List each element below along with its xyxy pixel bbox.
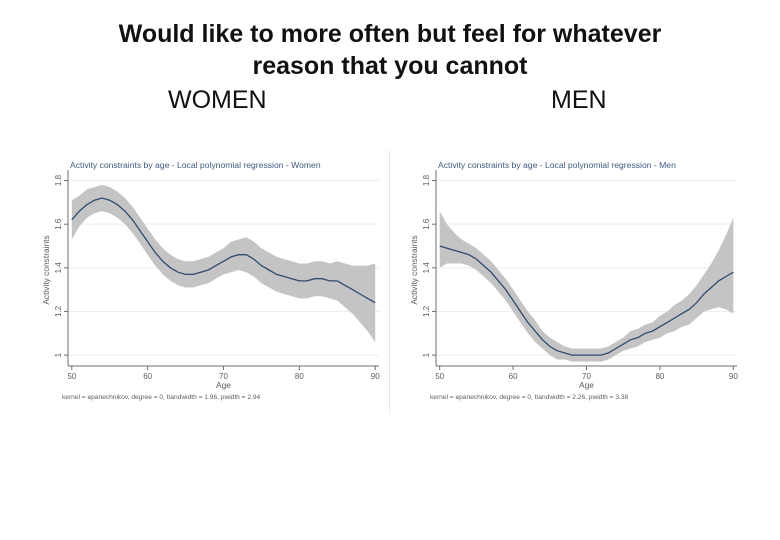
women-kernel-note: kernel = epanechnikov, degree = 0, bandw… — [62, 394, 261, 401]
men-xtick-label-3: 80 — [655, 372, 664, 381]
women-xtick-label-3: 80 — [295, 372, 304, 381]
men-confidence-band — [439, 211, 734, 362]
men-regression-chart: Activity constraints by age - Local poly… — [400, 148, 745, 413]
men-ytick-label-3: 1.6 — [422, 218, 431, 230]
women-xtick-label-2: 70 — [219, 372, 228, 381]
women-regression-chart: Activity constraints by age - Local poly… — [42, 148, 387, 413]
women-xtick-label-1: 60 — [143, 372, 152, 381]
men-ytick-label-1: 1.2 — [422, 305, 431, 317]
women-ytick-label-4: 1.8 — [54, 174, 63, 186]
men-xtick-label-1: 60 — [509, 372, 518, 381]
women-ytick-label-2: 1.4 — [54, 262, 63, 274]
slide-title-line-2: reason that you cannot — [252, 52, 528, 80]
men-y-axis-label: Activity constraints — [409, 235, 419, 304]
women-panel-label: WOMEN — [168, 86, 267, 114]
women-ytick-label-0: 1 — [54, 352, 63, 357]
men-kernel-note: kernel = epanechnikov, degree = 0, bandw… — [430, 394, 629, 401]
women-ytick-label-3: 1.6 — [54, 218, 63, 230]
men-ytick-label-2: 1.4 — [422, 262, 431, 274]
women-estimate-line — [71, 197, 376, 304]
slide-title: Would like to more often but feel for wh… — [0, 18, 780, 82]
men-panel-label: MEN — [551, 86, 607, 114]
women-xtick-label-0: 50 — [67, 372, 76, 381]
men-ytick-label-0: 1 — [422, 352, 431, 357]
women-chart-title: Activity constraints by age - Local poly… — [70, 160, 321, 170]
women-x-axis-label: Age — [216, 380, 231, 390]
men-xtick-label-4: 90 — [729, 372, 738, 381]
women-confidence-band — [71, 184, 376, 342]
men-ytick-label-4: 1.8 — [422, 174, 431, 186]
women-y-axis-label: Activity constraints — [42, 235, 51, 304]
women-xtick-label-4: 90 — [371, 372, 380, 381]
women-ytick-label-1: 1.2 — [54, 305, 63, 317]
men-x-axis-label: Age — [579, 380, 594, 390]
men-xtick-label-2: 70 — [582, 372, 591, 381]
men-xtick-label-0: 50 — [435, 372, 444, 381]
men-chart-title: Activity constraints by age - Local poly… — [438, 160, 676, 170]
slide-title-line-1: Would like to more often but feel for wh… — [118, 20, 662, 48]
men-estimate-line — [439, 245, 734, 356]
panel-divider — [389, 150, 390, 414]
